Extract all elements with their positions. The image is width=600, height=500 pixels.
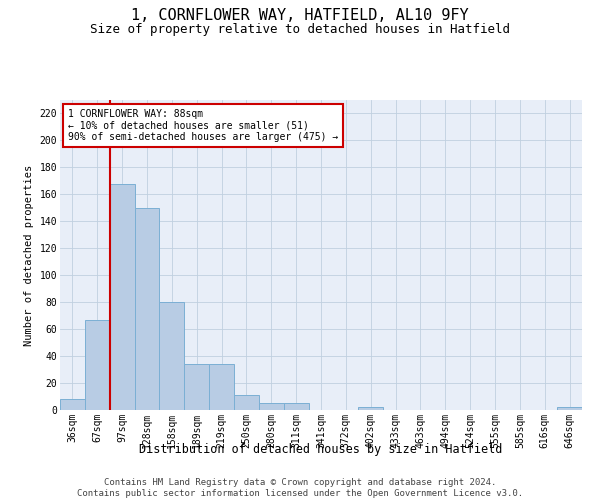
Bar (358, 408, 383, 410)
Bar (557, 408, 582, 410)
Bar (184, 364, 209, 410)
Text: Size of property relative to detached houses in Hatfield: Size of property relative to detached ho… (90, 22, 510, 36)
Bar (60, 399, 85, 410)
Y-axis label: Number of detached properties: Number of detached properties (24, 164, 34, 346)
Text: 1, CORNFLOWER WAY, HATFIELD, AL10 9FY: 1, CORNFLOWER WAY, HATFIELD, AL10 9FY (131, 8, 469, 22)
Text: Distribution of detached houses by size in Hatfield: Distribution of detached houses by size … (139, 442, 503, 456)
Text: Contains HM Land Registry data © Crown copyright and database right 2024.
Contai: Contains HM Land Registry data © Crown c… (77, 478, 523, 498)
Bar (234, 395, 259, 410)
Bar (134, 208, 160, 410)
Bar (160, 302, 184, 410)
Text: 1 CORNFLOWER WAY: 88sqm
← 10% of detached houses are smaller (51)
90% of semi-de: 1 CORNFLOWER WAY: 88sqm ← 10% of detache… (68, 110, 338, 142)
Bar (110, 184, 134, 410)
Bar (85, 320, 110, 410)
Bar (259, 404, 284, 410)
Bar (209, 364, 234, 410)
Bar (284, 404, 308, 410)
